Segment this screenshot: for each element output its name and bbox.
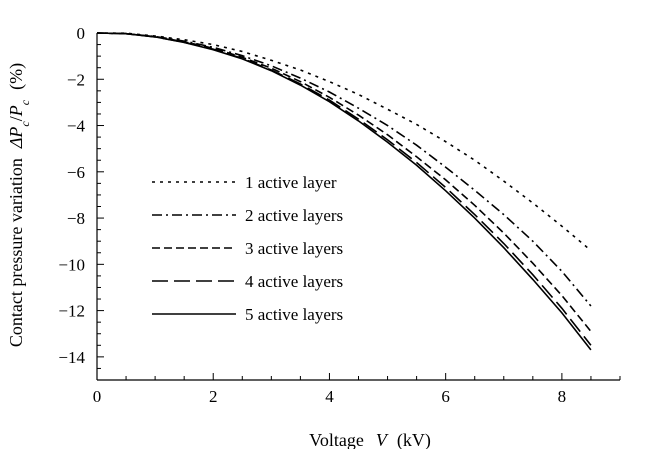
x-axis-title: Voltage V (kV): [309, 430, 431, 449]
y-axis-title-slash: /: [6, 116, 26, 121]
y-tick-label: −12: [58, 302, 85, 321]
series-line-5: [96, 32, 592, 351]
y-tick-label: −2: [67, 70, 85, 89]
y-tick-label: −4: [67, 117, 86, 136]
legend-label-2: 2 active layers: [245, 206, 343, 225]
x-axis-title-prefix: Voltage: [309, 430, 364, 449]
y-tick-label: −8: [67, 209, 85, 228]
legend: 1 active layer 2 active layers 3 active la…: [152, 173, 343, 324]
y-axis-title-sub: c: [18, 121, 32, 127]
x-axis-title-symbol: V: [376, 430, 389, 449]
x-tick-label: 4: [325, 387, 334, 406]
x-axis-title-unit: (kV): [397, 430, 431, 449]
ticks: 0 2 4 6 8 0 −2 −4 −6 −8 −10 −12 −14: [58, 24, 621, 406]
legend-label-3: 3 active layers: [245, 239, 343, 258]
y-tick-label: −14: [58, 348, 85, 367]
y-axis-title-symbol2: P: [6, 105, 26, 117]
y-tick-label: −6: [67, 163, 85, 182]
series-line-3: [96, 32, 592, 332]
y-tick-label: 0: [77, 24, 86, 43]
series-group: [96, 32, 592, 351]
axes: [96, 33, 620, 381]
y-axis-title-prefix: Contact pressure variation: [6, 158, 26, 347]
series-line-1: [96, 32, 592, 252]
x-tick-label: 0: [93, 387, 102, 406]
y-axis-title-sub2: c: [18, 99, 32, 105]
x-tick-label: 2: [209, 387, 218, 406]
y-axis-title-unit: (%): [6, 63, 27, 90]
x-tick-label: 6: [441, 387, 450, 406]
y-axis-title: Contact pressure variationΔPc/Pc(%): [6, 63, 32, 347]
series-line-4: [96, 32, 592, 346]
legend-label-4: 4 active layers: [245, 272, 343, 291]
y-axis-title-symbol: ΔP: [6, 127, 26, 150]
series-line-2: [96, 32, 592, 307]
legend-label-5: 5 active layers: [245, 305, 343, 324]
legend-label-1: 1 active layer: [245, 173, 337, 192]
x-tick-label: 8: [558, 387, 567, 406]
y-tick-label: −10: [58, 255, 85, 274]
